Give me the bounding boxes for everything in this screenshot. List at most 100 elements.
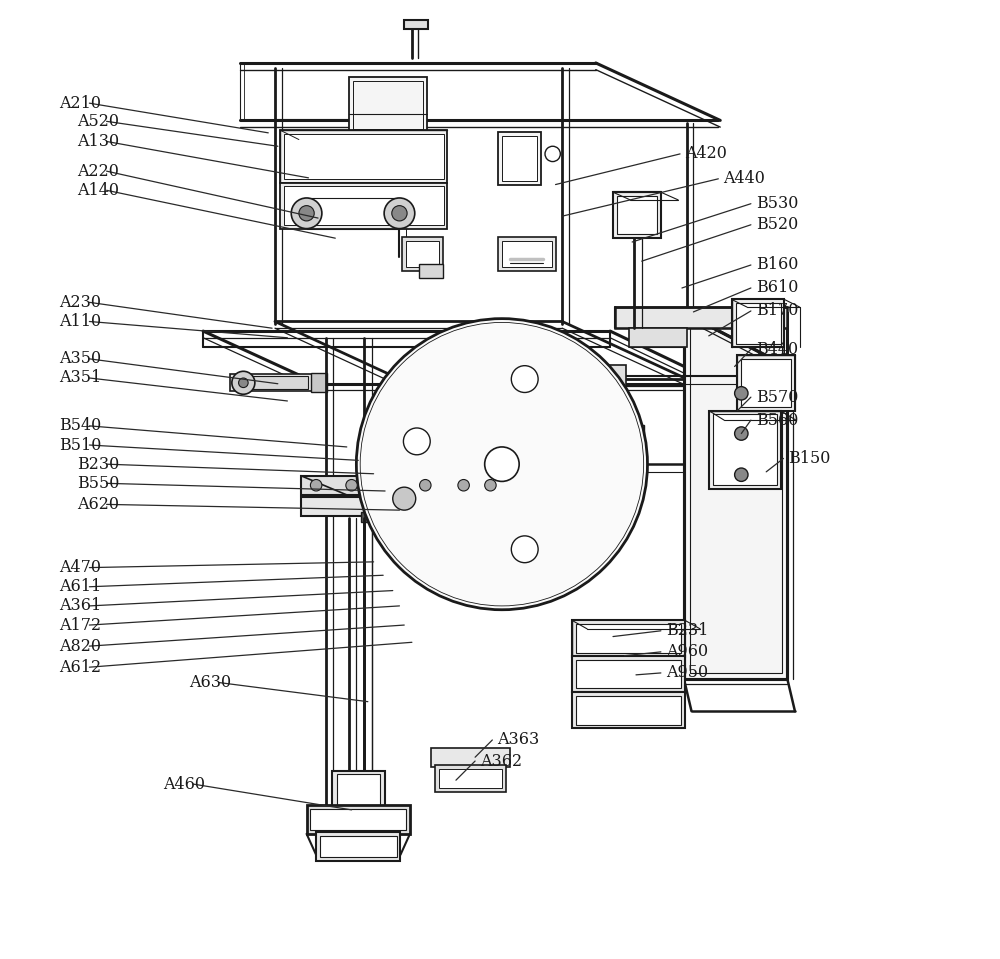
Circle shape xyxy=(458,480,469,491)
Bar xyxy=(479,458,506,480)
Bar xyxy=(502,241,552,267)
Text: B150: B150 xyxy=(788,450,831,467)
Bar xyxy=(586,364,626,393)
Circle shape xyxy=(545,147,560,161)
Text: B440: B440 xyxy=(756,340,798,358)
Text: A960: A960 xyxy=(666,643,708,661)
Bar xyxy=(498,237,556,270)
Circle shape xyxy=(299,205,314,221)
Bar xyxy=(617,196,657,234)
Text: B520: B520 xyxy=(756,217,798,233)
Text: B560: B560 xyxy=(756,411,798,429)
Bar xyxy=(406,241,439,267)
Circle shape xyxy=(232,371,255,394)
Text: A351: A351 xyxy=(59,369,102,386)
Circle shape xyxy=(239,378,248,387)
Bar xyxy=(431,748,510,767)
Bar xyxy=(301,476,502,495)
Bar xyxy=(301,497,502,516)
Bar xyxy=(419,264,443,278)
Text: A362: A362 xyxy=(480,753,522,769)
Circle shape xyxy=(392,205,407,221)
Text: B160: B160 xyxy=(756,256,798,273)
Circle shape xyxy=(485,447,519,481)
Text: A350: A350 xyxy=(59,350,102,367)
Bar xyxy=(615,307,787,328)
Bar xyxy=(332,771,385,816)
Bar xyxy=(439,769,502,788)
Circle shape xyxy=(485,480,496,491)
Text: A172: A172 xyxy=(59,617,102,634)
Circle shape xyxy=(511,365,538,392)
Bar xyxy=(280,130,447,182)
Bar xyxy=(284,186,444,224)
Text: A611: A611 xyxy=(59,578,102,596)
Text: A130: A130 xyxy=(77,133,119,150)
Text: A950: A950 xyxy=(666,665,708,682)
Text: B510: B510 xyxy=(59,436,102,454)
Text: A820: A820 xyxy=(59,638,101,655)
Text: B230: B230 xyxy=(77,456,119,473)
Text: A110: A110 xyxy=(59,313,102,330)
Bar xyxy=(690,318,782,673)
Text: B610: B610 xyxy=(756,279,798,296)
Text: A363: A363 xyxy=(497,732,539,748)
Text: B540: B540 xyxy=(59,417,102,434)
Text: B570: B570 xyxy=(756,388,798,406)
Text: B231: B231 xyxy=(666,622,708,640)
Bar xyxy=(498,132,541,184)
Bar xyxy=(736,303,781,343)
Bar xyxy=(316,831,400,860)
Bar xyxy=(280,182,447,228)
Text: B550: B550 xyxy=(77,475,119,492)
Text: A361: A361 xyxy=(59,597,102,615)
Circle shape xyxy=(735,427,748,440)
Bar xyxy=(732,299,784,347)
Bar xyxy=(435,765,506,792)
Circle shape xyxy=(346,480,357,491)
Circle shape xyxy=(360,322,644,606)
Circle shape xyxy=(735,386,748,400)
Bar xyxy=(402,237,443,270)
Text: A620: A620 xyxy=(77,496,119,513)
Text: B170: B170 xyxy=(756,302,798,319)
Bar xyxy=(737,355,795,410)
Bar xyxy=(576,624,681,653)
Text: A210: A210 xyxy=(59,95,101,111)
Bar xyxy=(586,424,623,451)
Circle shape xyxy=(403,428,430,455)
Bar xyxy=(576,696,681,725)
Bar xyxy=(404,20,428,30)
Bar xyxy=(502,136,537,180)
Text: A460: A460 xyxy=(163,776,205,792)
Bar xyxy=(483,462,502,476)
Bar xyxy=(713,414,777,485)
Bar xyxy=(251,376,308,389)
Text: A420: A420 xyxy=(685,146,727,162)
Bar xyxy=(572,656,685,692)
Bar xyxy=(709,410,781,489)
Circle shape xyxy=(310,480,322,491)
Text: A230: A230 xyxy=(59,293,101,311)
Bar xyxy=(311,373,327,392)
Bar xyxy=(576,660,681,689)
Bar xyxy=(284,134,444,178)
Text: A520: A520 xyxy=(77,113,119,129)
Text: B530: B530 xyxy=(756,196,798,212)
Text: A140: A140 xyxy=(77,182,119,199)
Bar xyxy=(623,425,644,456)
Bar xyxy=(572,620,685,657)
Bar xyxy=(320,835,397,856)
Bar xyxy=(572,692,685,729)
Text: A630: A630 xyxy=(189,674,231,691)
Bar xyxy=(230,374,321,391)
Bar xyxy=(349,78,427,133)
Bar xyxy=(684,313,787,679)
Bar xyxy=(307,806,410,833)
Circle shape xyxy=(384,198,415,228)
Bar xyxy=(390,491,419,510)
Bar xyxy=(613,192,661,238)
Bar xyxy=(741,359,791,407)
Bar xyxy=(629,328,687,347)
Text: A612: A612 xyxy=(59,659,102,676)
